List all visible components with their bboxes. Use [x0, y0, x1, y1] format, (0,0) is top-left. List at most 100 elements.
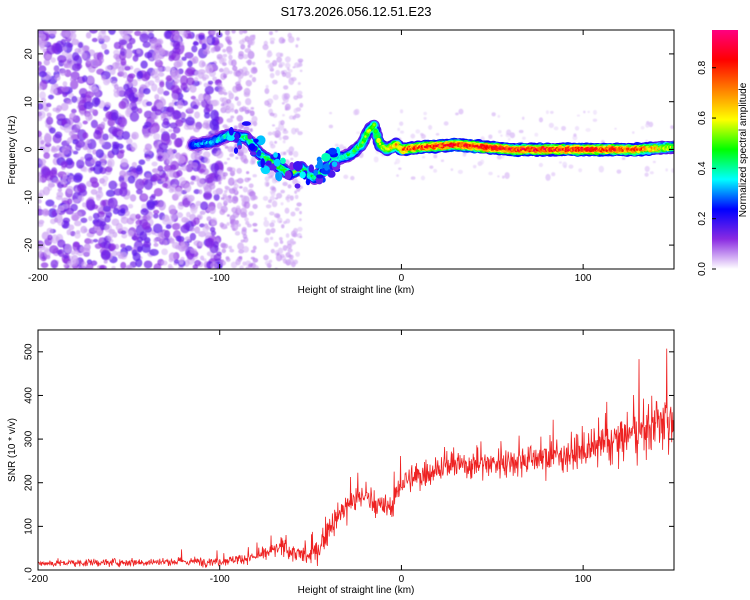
spectrogram-noise-blob — [128, 171, 135, 177]
spectrogram-noise-blob — [194, 259, 202, 267]
y-tick-label: 20 — [24, 48, 35, 60]
spectrogram-noise-blob — [111, 250, 118, 257]
spectrogram-noise-blob — [140, 208, 149, 216]
spectrogram-noise-blob — [168, 128, 173, 133]
spectrogram-noise-blob — [450, 168, 454, 172]
colorbar-label: Normalized spectral amplitude — [738, 82, 749, 217]
colorbar-tick-label: 0.4 — [697, 161, 708, 175]
spectrogram-noise-blob — [353, 109, 358, 116]
spectrogram-noise-blob — [153, 213, 159, 219]
spectrogram-noise-blob — [38, 130, 42, 138]
spectrogram-noise-blob — [420, 132, 424, 136]
spectrogram-noise-blob — [245, 79, 253, 87]
spectrogram-noise-blob — [270, 191, 276, 197]
spectrogram-noise-blob — [136, 188, 143, 195]
spectrogram-noise-blob — [83, 228, 88, 233]
spectrogram-noise-blob — [244, 35, 250, 43]
spectrogram-noise-blob — [189, 248, 198, 254]
spectrogram-noise-blob — [267, 103, 272, 108]
spectrogram-noise-blob — [236, 177, 244, 184]
spectrogram-ridge-mark — [261, 153, 264, 157]
spectrogram-noise-blob — [80, 156, 85, 161]
spectrogram-noise-blob — [174, 187, 183, 197]
colorbar-bar — [712, 30, 738, 269]
spectrogram-noise-blob — [290, 211, 296, 217]
spectrogram-noise-blob — [429, 165, 434, 169]
spectrogram-noise-blob — [62, 217, 71, 224]
spectrogram-noise-blob — [61, 145, 70, 155]
spectrogram-noise-blob — [107, 158, 115, 168]
spectrogram-noise-blob — [95, 190, 104, 199]
spectrogram-noise-blob — [130, 142, 138, 151]
spectrogram-noise-blob — [244, 217, 249, 222]
chart-title: S173.2026.056.12.51.E23 — [280, 4, 431, 19]
spectrogram-noise-blob — [143, 260, 153, 269]
spectrogram-noise-blob — [112, 231, 118, 238]
spectrogram-noise-blob — [284, 62, 291, 69]
spectrogram-ridge-mark — [362, 137, 366, 140]
spectrogram-noise-blob — [572, 135, 578, 141]
spectrogram-noise-blob — [125, 264, 132, 269]
spectrogram-noise-blob — [70, 260, 75, 267]
spectrogram-noise-blob — [244, 109, 250, 115]
spectrogram-noise-blob — [157, 165, 164, 172]
spectrogram-noise-blob — [282, 129, 289, 135]
spectrogram-noise-blob — [286, 199, 291, 203]
spectrogram-ridge-blob — [324, 163, 330, 171]
spectrogram-noise-blob — [522, 136, 526, 140]
spectrogram-noise-blob — [282, 114, 285, 117]
spectrogram-noise-blob — [278, 62, 283, 68]
spectrogram-noise-blob — [38, 171, 42, 177]
spectrogram-noise-blob — [272, 79, 278, 85]
spectrogram-noise-blob — [89, 239, 94, 244]
spectrogram-noise-blob — [421, 155, 426, 159]
spectrogram-noise-blob — [170, 132, 177, 140]
colorbar-tick-label: 0.8 — [697, 60, 708, 74]
spectrogram-noise-blob — [290, 77, 297, 82]
spectrogram-noise-blob — [52, 177, 59, 184]
spectrogram-noise-blob — [67, 175, 75, 183]
spectrogram-noise-blob — [193, 217, 200, 225]
spectrogram-noise-blob — [231, 30, 236, 34]
spectrogram-noise-blob — [420, 175, 426, 181]
spectrogram-noise-blob — [38, 158, 47, 165]
spectrogram-noise-blob — [227, 177, 235, 186]
spectrogram-ridge-mark — [349, 153, 353, 157]
spectrogram-noise-blob — [509, 132, 516, 139]
spectrogram-noise-blob — [165, 30, 172, 39]
spectrogram-noise-blob — [223, 161, 228, 165]
spectrogram-noise-blob — [71, 30, 77, 34]
spectrogram-noise-blob — [38, 176, 43, 183]
spectrogram-ridge-blob — [256, 149, 262, 157]
spectrogram-noise-blob — [121, 130, 131, 140]
spectrogram-noise-blob — [585, 128, 591, 133]
spectrogram-noise-blob — [139, 33, 150, 43]
colorbar: 0.0 0.2 0.4 0.6 0.8 Normalized spectral ampl… — [697, 30, 749, 276]
spectrogram-noise-blob — [334, 143, 339, 147]
spectrogram-noise-blob — [56, 191, 64, 198]
spectrogram-noise-blob — [129, 101, 138, 111]
spectrogram-noise-blob — [94, 243, 102, 249]
spectrogram-noise-blob — [237, 242, 244, 251]
spectrogram-noise-blob — [184, 217, 190, 223]
spectrogram-ridge-blob — [233, 132, 240, 143]
spectrogram-noise-blob — [82, 145, 89, 151]
spectrogram-noise-blob — [262, 196, 269, 201]
spectrogram-noise-blob — [162, 182, 169, 188]
spectrogram-noise-blob — [159, 96, 164, 101]
spectrogram-noise-blob — [498, 130, 502, 134]
spectrogram-noise-blob — [59, 68, 67, 76]
spectrogram-noise-blob — [108, 180, 118, 190]
spectrogram-noise-blob — [168, 218, 175, 224]
spectrogram-noise-blob — [194, 153, 201, 160]
spectrogram-noise-blob — [231, 195, 239, 204]
spectrogram-noise-blob — [151, 107, 157, 112]
spectrogram-noise-blob — [57, 54, 67, 63]
spectrogram-noise-blob — [592, 118, 598, 122]
spectrogram-noise-blob — [181, 56, 187, 61]
spectrogram-noise-blob — [292, 115, 296, 120]
spectrogram-noise-blob — [203, 112, 211, 119]
spectrogram-noise-blob — [157, 234, 165, 242]
spectrogram-noise-blob — [44, 106, 50, 112]
spectrogram-noise-blob — [104, 215, 111, 223]
